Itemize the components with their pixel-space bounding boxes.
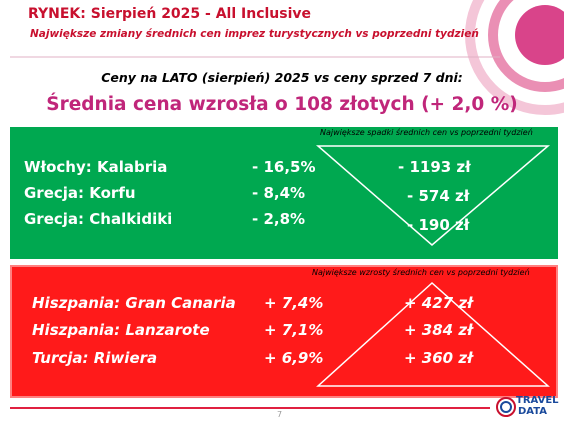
destination: Grecja: Chalkidiki [24,210,173,228]
price-change: - 1193 zł [398,158,471,176]
increases-panel [10,265,558,398]
price-change: + 360 zł [404,349,473,367]
page-number: 7 [277,410,283,419]
logo: TRAVEL DATA [496,394,560,420]
headline: Średnia cena wzrosła o 108 złotych (+ 2,… [46,94,518,115]
price-change: + 427 zł [404,294,473,312]
logo-mark [496,397,516,417]
increases-caption: Największe wzrosty średnich cen vs poprz… [312,268,530,277]
destination: Włochy: Kalabria [24,158,168,176]
percent-change: + 7,1% [264,321,324,339]
percent-change: - 8,4% [252,184,306,202]
title: RYNEK: Sierpień 2025 - All Inclusive [28,6,312,22]
percent-change: - 16,5% [252,158,316,176]
price-change: + 384 zł [404,321,473,339]
percent-change: + 7,4% [264,294,324,312]
destination: Grecja: Korfu [24,184,136,202]
destination: Turcja: Riwiera [32,349,158,367]
percent-change: + 6,9% [264,349,324,367]
percent-change: - 2,8% [252,210,306,228]
logo-text-2: DATA [518,406,548,417]
price-change: - 190 zł [407,216,470,234]
decreases-panel [10,127,558,259]
subtitle: Największe zmiany średnich cen imprez tu… [30,28,479,40]
logo-text-1: TRAVEL [516,395,559,406]
decreases-caption: Największe spadki średnich cen vs poprze… [320,128,533,137]
lead: Ceny na LATO (sierpień) 2025 vs ceny spr… [101,70,463,85]
destination: Hiszpania: Gran Canaria [32,294,236,312]
destination: Hiszpania: Lanzarote [32,321,210,339]
price-change: - 574 zł [407,187,470,205]
